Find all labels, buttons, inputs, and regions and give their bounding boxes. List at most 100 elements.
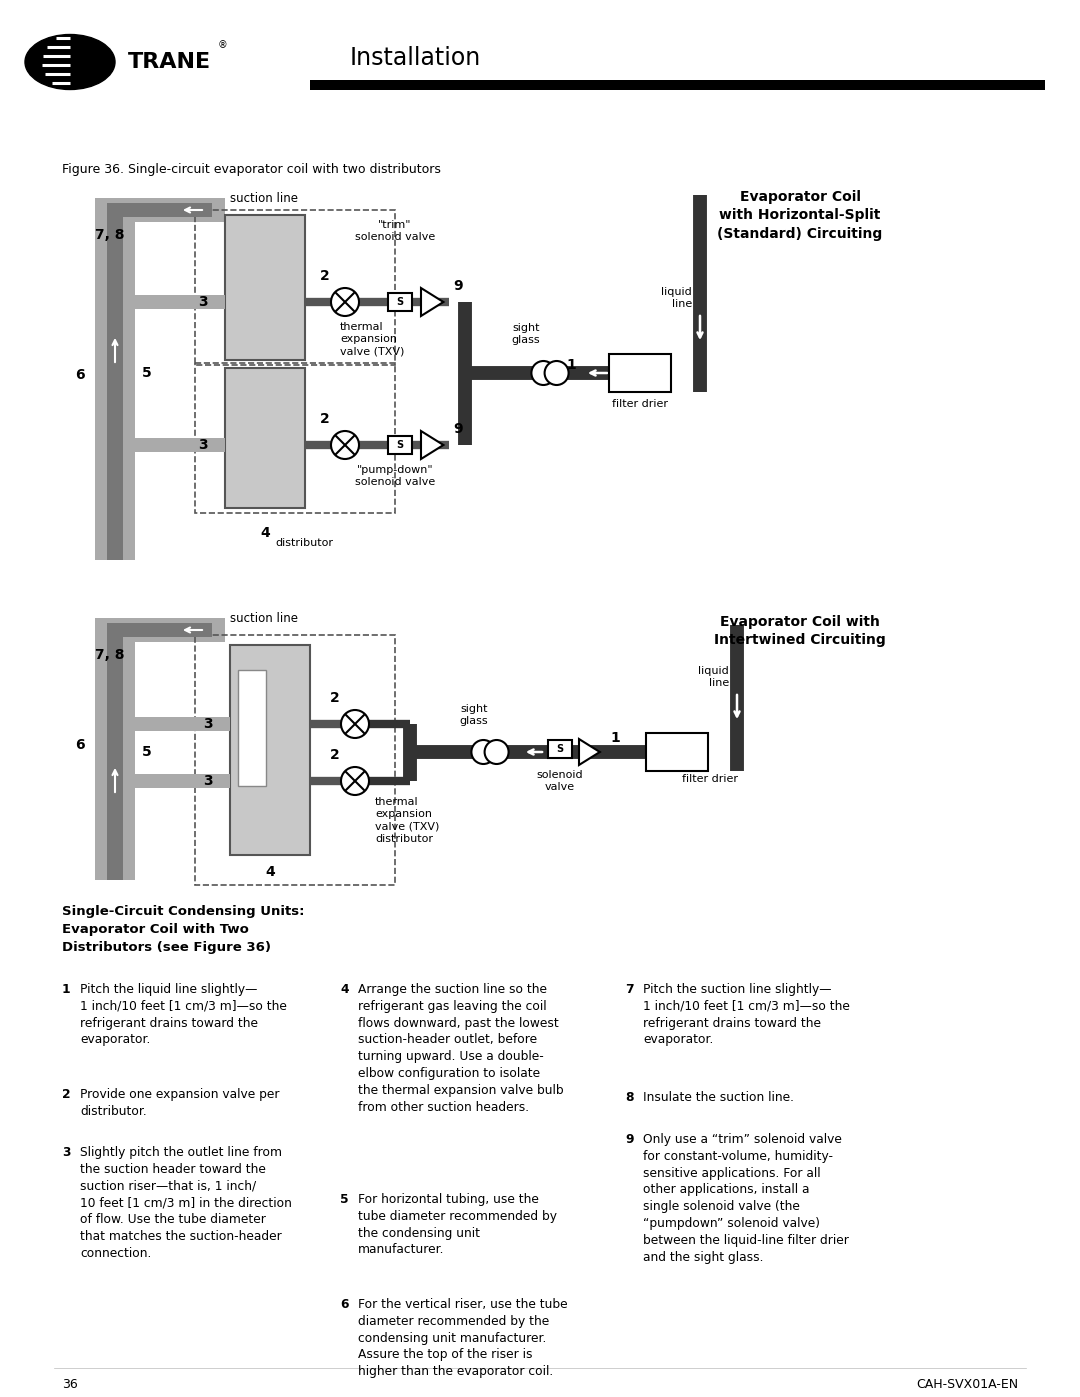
Bar [95,617,225,643]
Text: Arrange the suction line so the
refrigerant gas leaving the coil
flows downward,: Arrange the suction line so the refriger… [357,983,564,1113]
Text: 36: 36 [62,1377,78,1391]
Text: 1: 1 [566,358,576,372]
Text: 3: 3 [199,439,207,453]
Polygon shape [421,288,444,316]
Text: S: S [396,298,404,307]
Circle shape [330,288,359,316]
Text: 9: 9 [453,422,462,436]
Text: S: S [556,745,564,754]
Text: Installation: Installation [350,46,482,70]
Text: 5: 5 [143,745,152,759]
Text: 4: 4 [260,527,270,541]
Text: 1: 1 [62,983,70,996]
Text: suction line: suction line [230,612,298,624]
Text: 7: 7 [625,983,634,996]
Text: 3: 3 [199,295,207,309]
Bar [135,717,230,731]
Circle shape [341,710,369,738]
Polygon shape [579,739,599,766]
Text: 3: 3 [203,717,213,731]
Text: thermal
expansion
valve (TXV)
distributor: thermal expansion valve (TXV) distributo… [375,798,440,844]
Bar [195,636,395,886]
Text: "trim"
solenoid valve: "trim" solenoid valve [355,219,435,243]
Bar [548,740,572,759]
Text: 2: 2 [320,412,329,426]
Text: Evaporator Coil with
Intertwined Circuiting: Evaporator Coil with Intertwined Circuit… [714,615,886,647]
Text: sight
glass: sight glass [460,704,488,726]
Circle shape [330,432,359,460]
Bar [646,733,708,771]
Text: For horizontal tubing, use the
tube diameter recommended by
the condensing unit
: For horizontal tubing, use the tube diam… [357,1193,557,1256]
Text: filter drier: filter drier [681,774,738,784]
Bar [95,630,135,880]
Text: 9: 9 [453,279,462,293]
Text: solenoid
valve: solenoid valve [537,770,583,792]
Text: 2: 2 [330,692,340,705]
Bar [310,80,1045,89]
Bar [135,774,230,788]
Text: 3: 3 [62,1146,70,1160]
Bar [95,215,135,560]
Text: thermal
expansion
valve (TXV): thermal expansion valve (TXV) [340,321,404,356]
Text: 7, 8: 7, 8 [95,648,125,662]
Text: 3: 3 [203,774,213,788]
Text: Pitch the suction line slightly—
1 inch/10 feet [1 cm/3 m]—so the
refrigerant dr: Pitch the suction line slightly— 1 inch/… [643,983,850,1046]
Text: TRANE: TRANE [129,52,211,73]
Text: Pitch the liquid line slightly—
1 inch/10 feet [1 cm/3 m]—so the
refrigerant dra: Pitch the liquid line slightly— 1 inch/1… [80,983,287,1046]
Bar [135,439,225,453]
Bar [388,436,411,454]
Circle shape [485,740,509,764]
Circle shape [544,360,568,386]
Text: Slightly pitch the outlet line from
the suction header toward the
suction riser—: Slightly pitch the outlet line from the … [80,1146,292,1260]
Text: 7, 8: 7, 8 [95,228,125,242]
Bar [195,363,395,513]
Text: 2: 2 [320,270,329,284]
Text: For the vertical riser, use the tube
diameter recommended by the
condensing unit: For the vertical riser, use the tube dia… [357,1298,568,1379]
Bar [195,210,395,365]
Text: 2: 2 [62,1088,70,1101]
Text: 8: 8 [625,1091,634,1104]
Bar [230,645,310,855]
Text: Only use a “trim” solenoid valve
for constant-volume, humidity-
sensitive applic: Only use a “trim” solenoid valve for con… [643,1133,849,1264]
Text: suction line: suction line [230,191,298,204]
Text: Evaporator Coil
with Horizontal-Split
(Standard) Circuiting: Evaporator Coil with Horizontal-Split (S… [717,190,882,240]
Bar [225,215,305,360]
Text: ®: ® [218,41,228,50]
Text: liquid
line: liquid line [699,666,729,689]
Text: sight
glass: sight glass [511,323,540,345]
Bar [95,198,225,222]
Text: 2: 2 [330,747,340,761]
Ellipse shape [25,35,114,89]
Text: Insulate the suction line.: Insulate the suction line. [643,1091,794,1104]
Text: Provide one expansion valve per
distributor.: Provide one expansion valve per distribu… [80,1088,280,1118]
Circle shape [471,740,496,764]
Bar [225,367,305,509]
Bar [135,295,225,309]
Text: 6: 6 [76,738,85,752]
Text: 5: 5 [143,366,152,380]
Bar [609,353,671,393]
Text: S: S [396,440,404,450]
Bar [388,293,411,312]
Text: 6: 6 [340,1298,349,1310]
Text: distributor: distributor [275,538,333,548]
Bar [107,630,123,880]
Bar [107,623,212,637]
Text: 4: 4 [265,865,275,879]
Circle shape [341,767,369,795]
Text: 1: 1 [610,731,620,745]
Text: CAH-SVX01A-EN: CAH-SVX01A-EN [916,1377,1018,1391]
Bar [238,671,266,785]
Text: 5: 5 [340,1193,349,1206]
Text: 6: 6 [76,367,85,381]
Bar [107,203,212,217]
Bar [107,215,123,560]
Circle shape [531,360,555,386]
Text: liquid
line: liquid line [661,286,692,309]
Text: filter drier: filter drier [612,400,669,409]
Text: "pump-down"
solenoid valve: "pump-down" solenoid valve [355,465,435,488]
Text: 4: 4 [340,983,349,996]
Text: Figure 36. Single-circuit evaporator coil with two distributors: Figure 36. Single-circuit evaporator coi… [62,163,441,176]
Text: Single-Circuit Condensing Units:
Evaporator Coil with Two
Distributors (see Figu: Single-Circuit Condensing Units: Evapora… [62,905,305,954]
Polygon shape [421,432,444,460]
